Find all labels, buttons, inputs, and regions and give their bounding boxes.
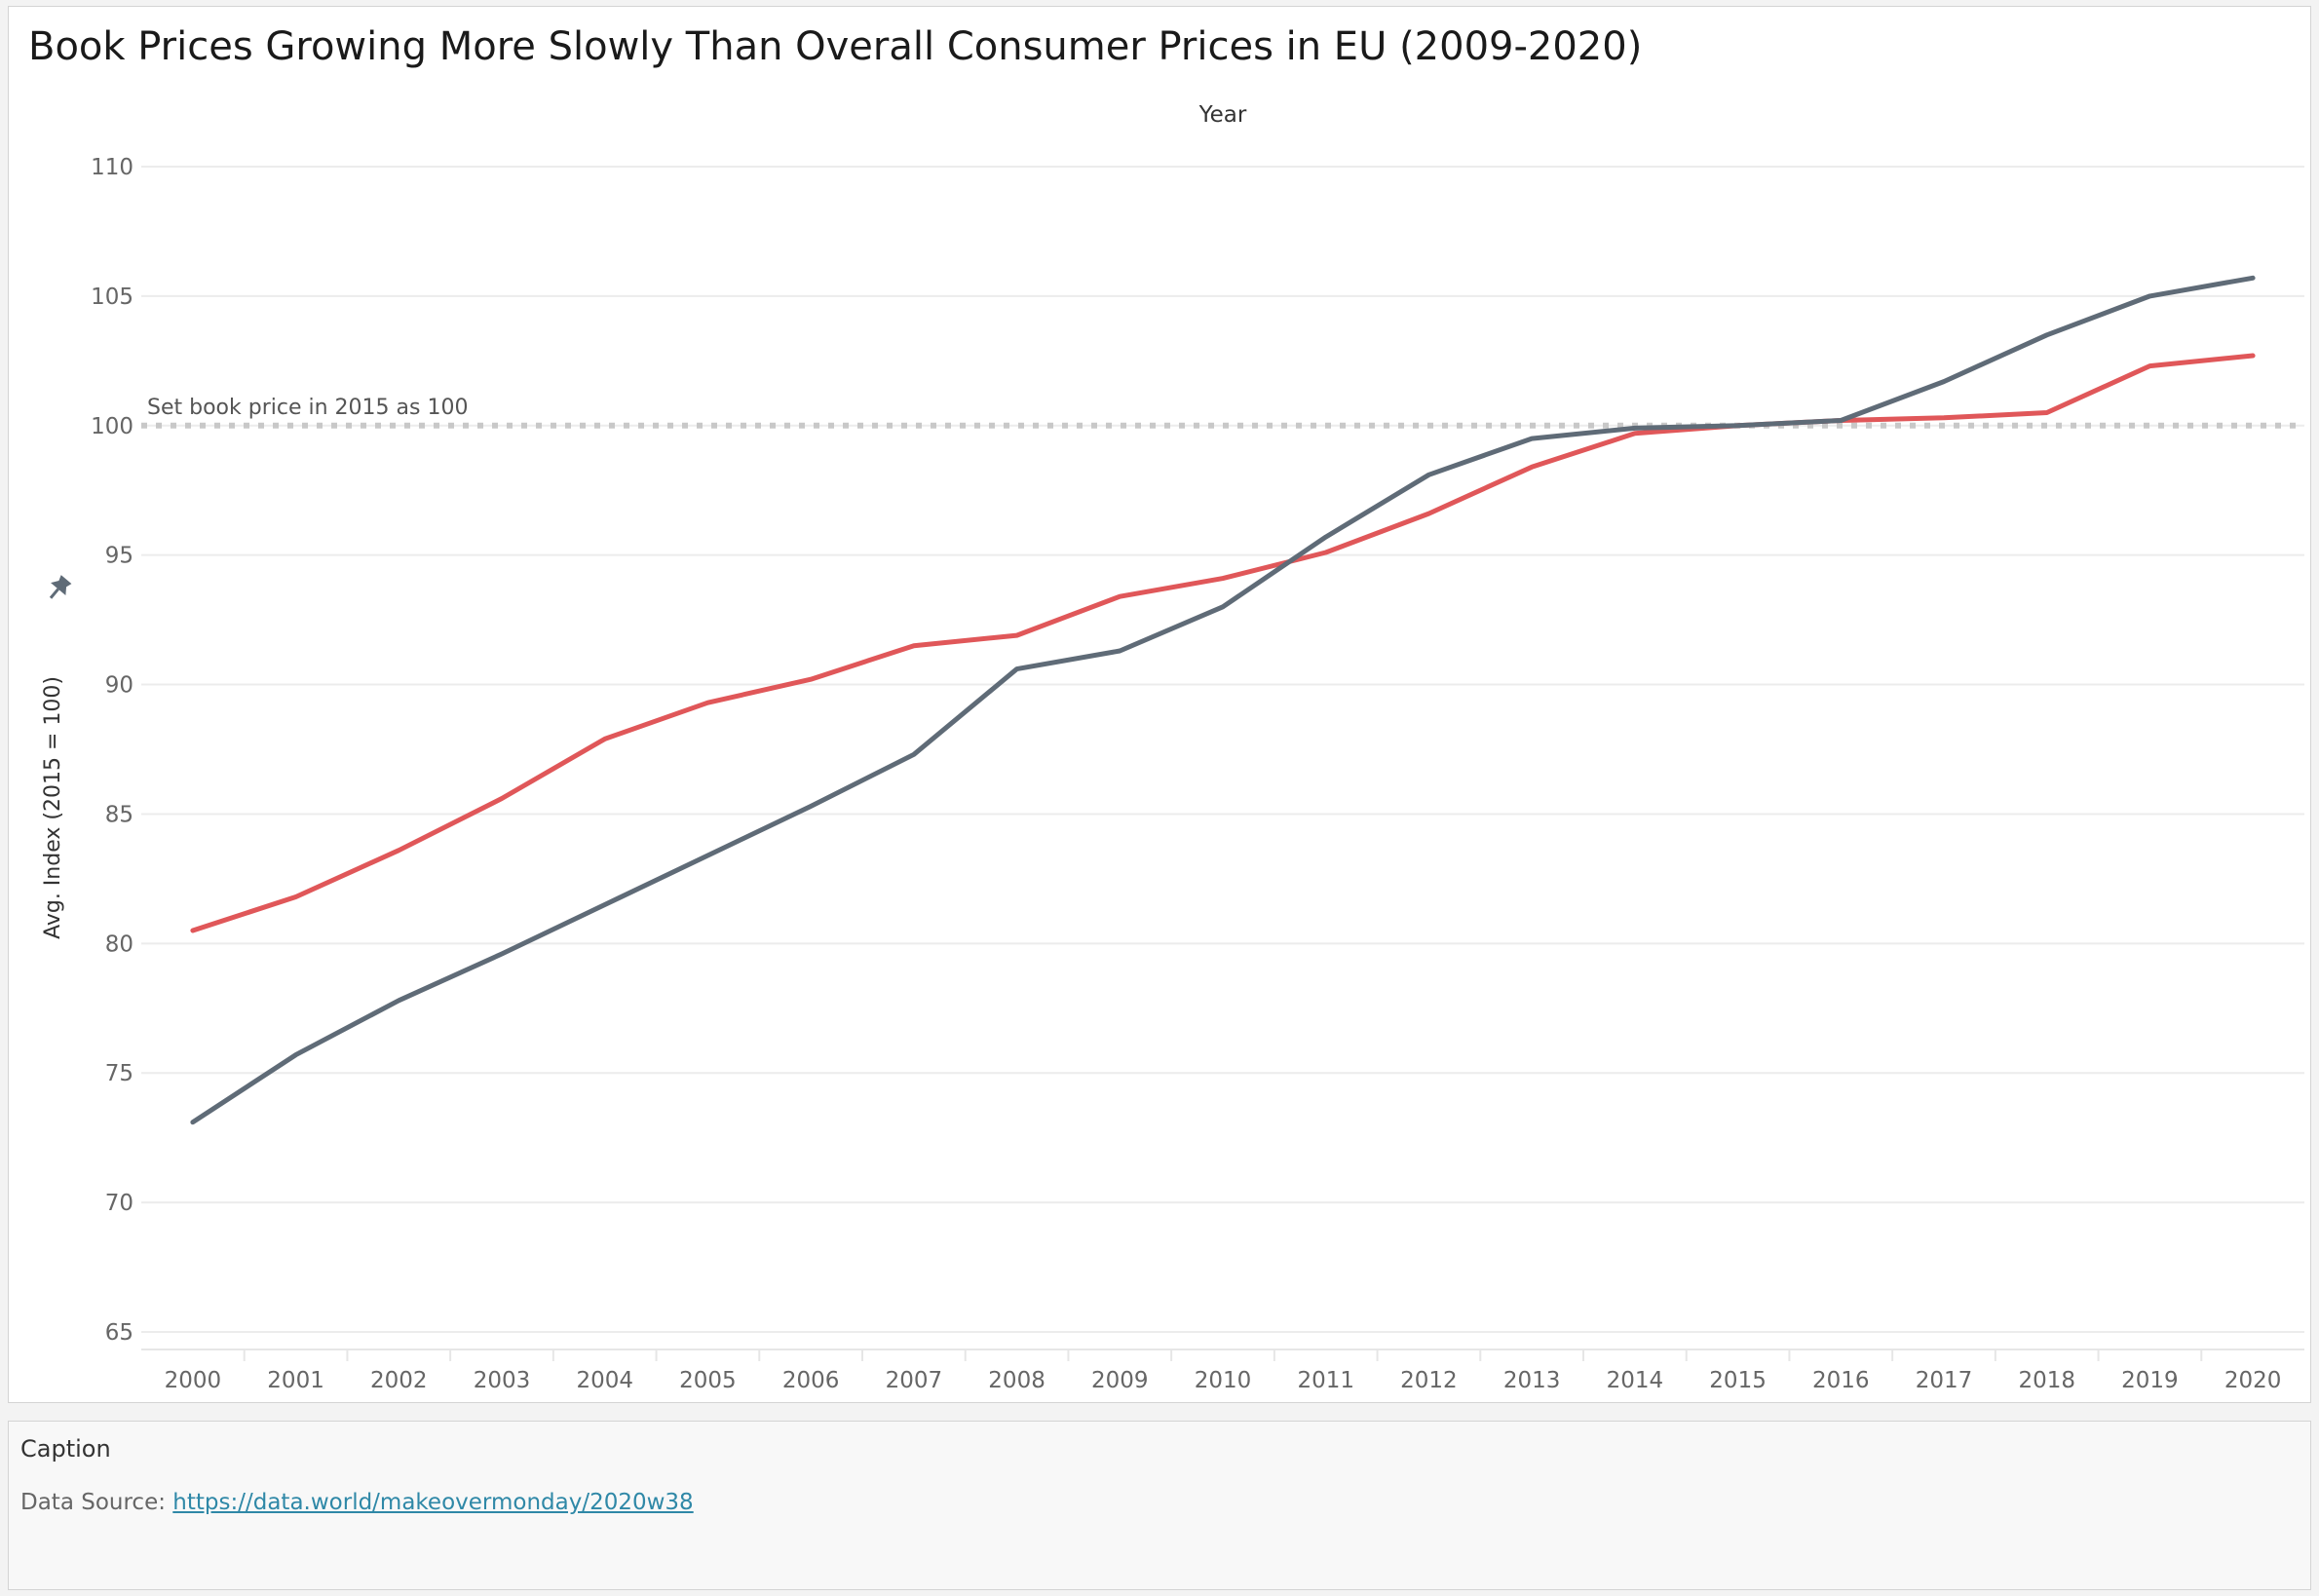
y-tick-label: 105 [91, 285, 133, 310]
data-point[interactable] [1112, 643, 1127, 659]
data-point[interactable] [1112, 589, 1127, 604]
data-point[interactable] [1318, 545, 1334, 560]
data-point[interactable] [906, 638, 922, 654]
data-point[interactable] [2142, 288, 2157, 304]
source-link[interactable]: https://data.world/makeovermonday/2020w3… [172, 1490, 694, 1515]
x-tick-label: 2008 [988, 1368, 1045, 1393]
data-point[interactable] [1421, 506, 1436, 521]
data-point[interactable] [1524, 431, 1540, 446]
x-tick-label: 2011 [1297, 1368, 1354, 1393]
data-point[interactable] [494, 946, 510, 962]
y-tick-label: 100 [91, 414, 133, 439]
data-point[interactable] [2142, 359, 2157, 374]
data-point[interactable] [1627, 420, 1643, 436]
data-point[interactable] [2039, 327, 2055, 343]
x-tick-label: 2010 [1195, 1368, 1252, 1393]
data-point[interactable] [803, 798, 818, 814]
data-point[interactable] [597, 731, 613, 746]
data-point[interactable] [1524, 459, 1540, 475]
x-tick-label: 2017 [1916, 1368, 1973, 1393]
reference-line-label: Set book price in 2015 as 100 [147, 396, 468, 420]
data-point[interactable] [1936, 410, 1952, 426]
data-point[interactable] [1318, 529, 1334, 545]
x-tick-label: 2014 [1607, 1368, 1664, 1393]
caption-title: Caption [20, 1435, 111, 1463]
x-tick-label: 2002 [370, 1368, 428, 1393]
x-tick-label: 2005 [679, 1368, 737, 1393]
chart-title: Book Prices Growing More Slowly Than Ove… [28, 24, 1643, 69]
x-axis-title: Year [1198, 102, 1247, 128]
y-tick-label: 110 [91, 155, 133, 180]
caption-source: Data Source: https://data.world/makeover… [20, 1490, 694, 1515]
x-tick-label: 2019 [2121, 1368, 2179, 1393]
data-point[interactable] [391, 843, 406, 858]
data-point[interactable] [700, 848, 715, 863]
series-line-1[interactable] [190, 353, 2256, 933]
data-point[interactable] [288, 889, 304, 904]
x-tick-label: 2020 [2224, 1368, 2282, 1393]
data-point[interactable] [803, 671, 818, 687]
data-point[interactable] [700, 695, 715, 710]
y-tick-label: 70 [105, 1191, 133, 1216]
caption-panel: Caption Data Source: https://data.world/… [8, 1421, 2311, 1590]
x-tick-label: 2003 [474, 1368, 531, 1393]
source-prefix: Data Source: [20, 1490, 166, 1515]
data-point[interactable] [185, 1115, 201, 1130]
data-point[interactable] [1009, 662, 1025, 677]
x-tick-label: 2004 [576, 1368, 633, 1393]
x-tick-label: 2006 [782, 1368, 840, 1393]
data-point[interactable] [2039, 404, 2055, 420]
y-tick-label: 90 [105, 673, 133, 699]
data-point[interactable] [494, 790, 510, 806]
visualization-panel: Book Prices Growing More Slowly Than Ove… [8, 6, 2311, 1403]
y-tick-label: 65 [105, 1320, 133, 1346]
data-point[interactable] [1215, 571, 1231, 587]
x-tick-label: 2000 [165, 1368, 222, 1393]
data-point[interactable] [2245, 348, 2261, 363]
series-line-2[interactable] [190, 275, 2256, 1125]
data-point[interactable] [288, 1047, 304, 1063]
data-point[interactable] [597, 896, 613, 912]
y-tick-label: 85 [105, 802, 133, 827]
data-point[interactable] [1936, 374, 1952, 390]
data-point[interactable] [391, 993, 406, 1008]
line-chart[interactable]: 65 70 75 80 85 90 95 100 105 110 2000 2001 2002 2003 2… [9, 7, 2310, 1402]
data-point[interactable] [1833, 412, 1848, 428]
pin-icon[interactable] [43, 573, 73, 604]
x-tick-label: 2018 [2018, 1368, 2075, 1393]
x-tick-label: 2009 [1091, 1368, 1149, 1393]
x-tick-label: 2016 [1812, 1368, 1870, 1393]
data-point[interactable] [2245, 270, 2261, 285]
x-tick-label: 2007 [886, 1368, 943, 1393]
x-tick-label: 2013 [1503, 1368, 1561, 1393]
y-axis-title: Avg. Index (2015 = 100) [41, 676, 65, 939]
y-tick-label: 95 [105, 544, 133, 569]
y-tick-label: 75 [105, 1061, 133, 1086]
x-tick-label: 2012 [1400, 1368, 1458, 1393]
x-tick-label: 2015 [1709, 1368, 1767, 1393]
data-point[interactable] [1009, 627, 1025, 643]
y-tick-label: 80 [105, 931, 133, 957]
x-tick-label: 2001 [267, 1368, 324, 1393]
data-point[interactable] [1730, 418, 1746, 434]
data-point[interactable] [906, 746, 922, 762]
data-point[interactable] [185, 923, 201, 938]
data-point[interactable] [1215, 599, 1231, 615]
data-point[interactable] [1421, 467, 1436, 482]
